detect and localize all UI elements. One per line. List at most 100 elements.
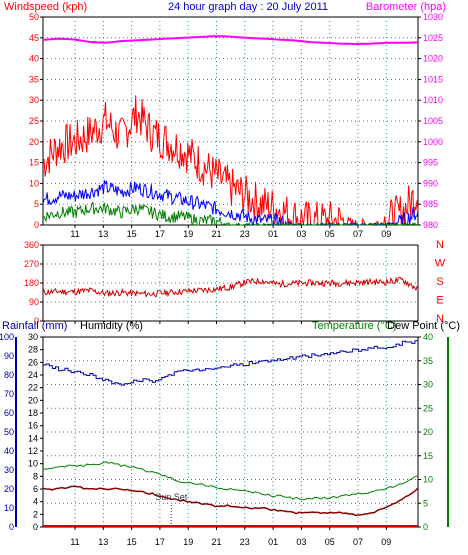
- panel1-xtick-label: 05: [325, 229, 335, 239]
- humidity-line: [43, 340, 419, 386]
- hum-ytick-label: 18: [28, 408, 38, 418]
- panel2-ytick-label: 0: [34, 316, 39, 326]
- hum-ytick-label: 12: [28, 446, 38, 456]
- barometer-label: Barometer (hpa): [366, 1, 446, 13]
- temperature-line: [42, 461, 419, 501]
- panel1-ytick-left-label: 25: [29, 116, 39, 126]
- panel2-ytick-label: 360: [24, 240, 39, 250]
- panel1-ytick-left-label: 20: [29, 137, 39, 147]
- rain-ytick-label: 50: [4, 427, 14, 437]
- rain-ytick-label: 10: [4, 503, 14, 513]
- compass-label: S: [436, 276, 443, 288]
- compass-label: W: [435, 258, 446, 270]
- panel3-xtick-label: 19: [183, 537, 193, 547]
- panel1-ytick-left-label: 40: [29, 54, 39, 64]
- panel1-ytick-right-label: 990: [423, 178, 438, 188]
- dewpoint-label: Dew Point (°C): [387, 320, 460, 332]
- barometer-line: [42, 35, 419, 46]
- panel1-ytick-left-label: 45: [29, 33, 39, 43]
- panel3-xtick-label: 11: [70, 537, 79, 547]
- panel3-xtick-label: 01: [268, 537, 278, 547]
- panel1-ytick-left-label: 30: [29, 95, 39, 105]
- panel1-ytick-right-label: 1015: [423, 74, 443, 84]
- rain-ytick-label: 100: [0, 332, 14, 342]
- panel1-xtick-label: 19: [183, 229, 193, 239]
- panel1-xtick-label: 01: [268, 229, 278, 239]
- temp-ytick-label: 10: [423, 475, 433, 485]
- panel1-xtick-label: 13: [98, 229, 108, 239]
- hum-ytick-label: 22: [28, 383, 38, 393]
- panel1-xtick-label: 03: [296, 229, 306, 239]
- panel1-xtick-label: 11: [70, 229, 79, 239]
- hum-ytick-label: 2: [33, 509, 38, 519]
- panel1-ytick-left-label: 10: [29, 178, 39, 188]
- rain-ytick-label: 0: [9, 522, 14, 532]
- panel1-ytick-right-label: 985: [423, 199, 438, 209]
- hum-ytick-label: 26: [28, 357, 38, 367]
- panel1-ytick-right-label: 1030: [423, 12, 443, 22]
- rain-ytick-label: 80: [4, 370, 14, 380]
- panel1-ytick-right-label: 980: [423, 220, 438, 230]
- panel2-ytick-label: 180: [24, 278, 39, 288]
- hum-ytick-label: 4: [33, 497, 38, 507]
- panel1-xtick-label: 15: [127, 229, 137, 239]
- hum-ytick-label: 14: [28, 433, 38, 443]
- panel3-xtick-label: 03: [296, 537, 306, 547]
- panel1-ytick-left-label: 50: [29, 12, 39, 22]
- panel1-ytick-left-label: 0: [34, 220, 39, 230]
- panel1-xtick-label: 09: [381, 229, 391, 239]
- panel2-ytick-label: 270: [24, 259, 39, 269]
- panel3-xtick-label: 15: [127, 537, 137, 547]
- panel1-xtick-label: 07: [353, 229, 363, 239]
- hum-ytick-label: 10: [28, 459, 38, 469]
- panel1-ytick-right-label: 1005: [423, 116, 443, 126]
- wind-direction-line: [42, 276, 419, 298]
- hum-ytick-label: 20: [28, 395, 38, 405]
- hum-ytick-label: 16: [28, 421, 38, 431]
- panel1-xtick-label: 23: [240, 229, 250, 239]
- panel3-xtick-label: 23: [240, 537, 250, 547]
- hum-ytick-label: 6: [33, 484, 38, 494]
- panel1-ytick-left-label: 15: [29, 158, 39, 168]
- temp-ytick-label: 5: [423, 498, 428, 508]
- sunset-label: Sun Set: [155, 492, 188, 502]
- wind-barometer-panel: 11 13 15 17 19 21 23 01 03 05 07 090510152025303540…: [29, 12, 443, 239]
- panel2-ytick-label: 90: [29, 297, 39, 307]
- panel1-ytick-right-label: 1010: [423, 95, 443, 105]
- hum-ytick-label: 24: [28, 370, 38, 380]
- panel1-xtick-label: 17: [155, 229, 165, 239]
- rain-ytick-label: 60: [4, 408, 14, 418]
- panel1-ytick-left-label: 5: [34, 199, 39, 209]
- wind-avg-line: [42, 179, 419, 227]
- panel1-ytick-right-label: 1000: [423, 137, 443, 147]
- panel1-xtick-label: 21: [211, 229, 221, 239]
- panel3-xtick-label: 05: [325, 537, 335, 547]
- hum-ytick-label: 8: [33, 471, 38, 481]
- compass-label: N: [436, 239, 444, 251]
- panel3-xtick-label: 13: [98, 537, 108, 547]
- temperature-label: Temperature (°C): [312, 320, 396, 332]
- temp-ytick-label: 0: [423, 522, 428, 532]
- rain-ytick-label: 90: [4, 351, 14, 361]
- wind-lull-line: [42, 201, 419, 226]
- rain-ytick-label: 20: [4, 484, 14, 494]
- temp-ytick-label: 40: [423, 332, 433, 342]
- compass-label: E: [436, 295, 443, 307]
- panel3-xtick-label: 21: [211, 537, 221, 547]
- panel1-ytick-right-label: 995: [423, 158, 438, 168]
- panel1-ytick-right-label: 1025: [423, 33, 443, 43]
- panel3-xtick-label: 07: [353, 537, 363, 547]
- chart-title: 24 hour graph day : 20 July 2011: [168, 1, 328, 13]
- temp-ytick-label: 20: [423, 427, 433, 437]
- hum-ytick-label: 0: [33, 522, 38, 532]
- wind-gust-line: [42, 95, 419, 227]
- rain-ytick-label: 30: [4, 465, 14, 475]
- rain-ytick-label: 40: [4, 446, 14, 456]
- temp-ytick-label: 15: [423, 451, 433, 461]
- windspeed-label: Windspeed (kph): [4, 1, 87, 13]
- panel3-xtick-label: 09: [381, 537, 391, 547]
- temp-ytick-label: 35: [423, 356, 433, 366]
- humidity-label: Humidity (%): [80, 320, 143, 332]
